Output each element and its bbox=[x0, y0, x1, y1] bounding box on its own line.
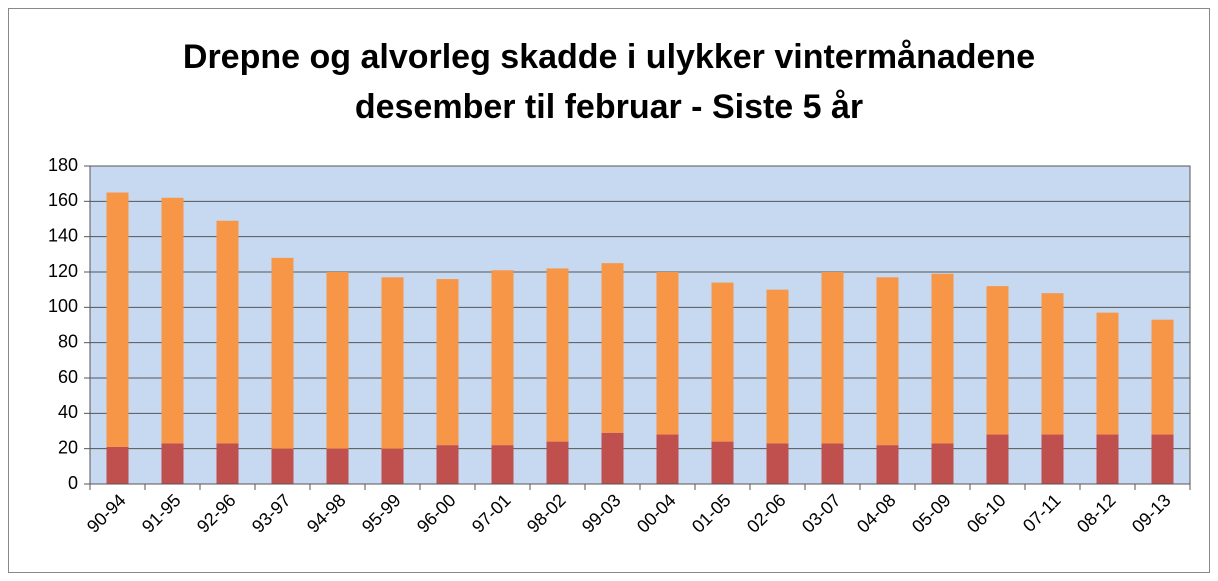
bar-segment bbox=[931, 273, 954, 444]
bar-segment bbox=[711, 282, 734, 442]
bar-segment bbox=[1096, 434, 1119, 484]
bar-segment bbox=[546, 441, 569, 484]
bar-segment bbox=[106, 192, 129, 447]
chart-title: Drepne og alvorleg skadde i ulykker vint… bbox=[182, 38, 1036, 126]
y-tick-label: 140 bbox=[48, 225, 78, 245]
bar-segment bbox=[216, 443, 239, 484]
y-tick-label: 20 bbox=[58, 437, 78, 457]
y-tick-label: 80 bbox=[58, 331, 78, 351]
bar-segment bbox=[106, 446, 129, 484]
bar-segment bbox=[931, 443, 954, 484]
bar-segment bbox=[986, 286, 1009, 435]
bar-segment bbox=[1041, 434, 1064, 484]
y-tick-label: 40 bbox=[58, 402, 78, 422]
bar-segment bbox=[326, 448, 349, 484]
bar-segment bbox=[161, 197, 184, 444]
bar-segment bbox=[326, 272, 349, 449]
y-tick-label: 180 bbox=[48, 155, 78, 175]
bar-segment bbox=[1096, 312, 1119, 435]
bar-segment bbox=[766, 289, 789, 444]
bar-segment bbox=[1041, 293, 1064, 435]
bar-segment bbox=[491, 445, 514, 484]
bar-segment bbox=[546, 268, 569, 442]
bar-segment bbox=[436, 279, 459, 446]
bar-segment bbox=[876, 277, 899, 446]
bar-segment bbox=[821, 272, 844, 444]
bar-segment bbox=[161, 443, 184, 484]
plot-area bbox=[90, 166, 1190, 484]
bar-segment bbox=[821, 443, 844, 484]
y-tick-label: 160 bbox=[48, 190, 78, 210]
bar-segment bbox=[601, 432, 624, 484]
y-tick-label: 100 bbox=[48, 296, 78, 316]
bar-segment bbox=[1151, 319, 1174, 435]
bar-segment bbox=[766, 443, 789, 484]
bar-segment bbox=[986, 434, 1009, 484]
bar-segment bbox=[656, 272, 679, 435]
bar-segment bbox=[656, 434, 679, 484]
bar-segment bbox=[876, 445, 899, 484]
bar-segment bbox=[216, 220, 239, 444]
bar-segment bbox=[271, 448, 294, 484]
bar-segment bbox=[1151, 434, 1174, 484]
bar-segment bbox=[436, 445, 459, 484]
y-tick-label: 120 bbox=[48, 261, 78, 281]
bar-segment bbox=[491, 270, 514, 446]
bar-segment bbox=[601, 263, 624, 433]
y-tick-label: 0 bbox=[68, 473, 78, 493]
y-tick-label: 60 bbox=[58, 367, 78, 387]
bar-segment bbox=[381, 448, 404, 484]
bar-segment bbox=[271, 257, 294, 449]
plot-border bbox=[89, 165, 1191, 485]
bar-segment bbox=[381, 277, 404, 449]
bar-segment bbox=[711, 441, 734, 484]
